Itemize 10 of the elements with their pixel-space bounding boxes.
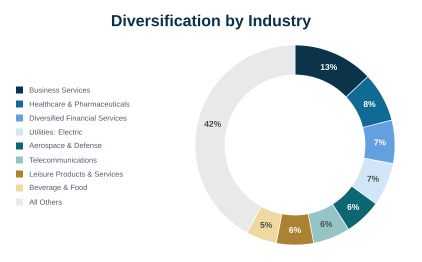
data-label: 6%: [320, 221, 332, 228]
data-label: 7%: [374, 139, 386, 146]
data-label: 8%: [364, 101, 376, 108]
data-label: 6%: [347, 204, 360, 210]
data-label: 7%: [367, 176, 379, 182]
chart-title: Diversification by Industry: [112, 14, 312, 30]
data-label: 6%: [289, 227, 301, 233]
data-label: 13%: [320, 64, 338, 70]
data-label: 42%: [204, 120, 221, 127]
data-label: 5%: [260, 222, 272, 228]
